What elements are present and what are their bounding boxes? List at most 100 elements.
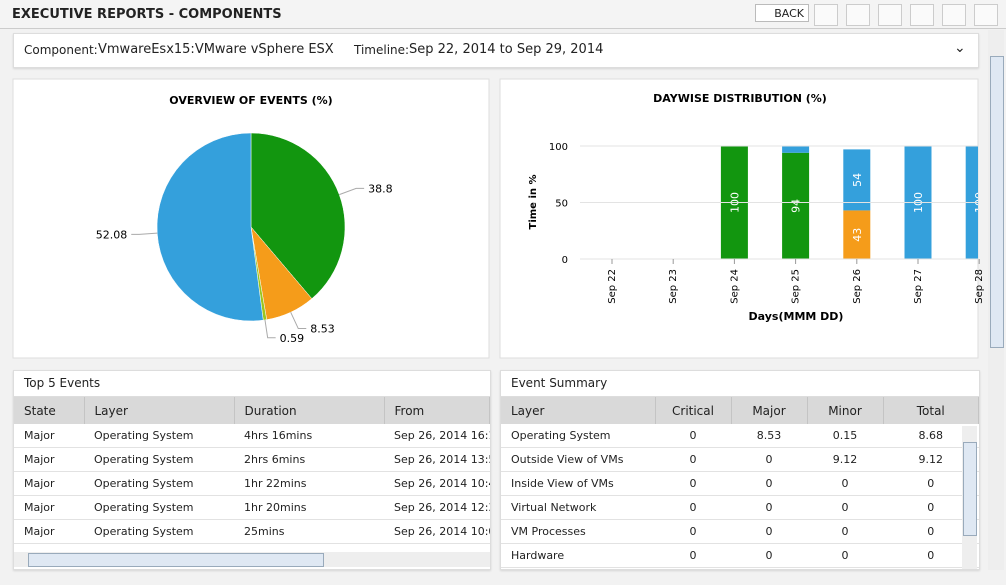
back-button[interactable]: BACK [755, 4, 809, 22]
x-tick-label: Sep 27 [913, 269, 924, 304]
table-row: Operating System 0 8.53 0.15 8.68 [501, 424, 979, 448]
x-tick-label: Sep 23 [668, 269, 679, 304]
pie-label: 0.59 [280, 332, 305, 345]
panel-title: Top 5 Events [14, 371, 490, 397]
pie-label: 52.08 [96, 228, 128, 241]
y-tick-label: 0 [562, 255, 568, 266]
table-cell: Sep 26, 2014 10:4 [384, 471, 490, 496]
leader-line [264, 319, 276, 339]
timeline-label: Timeline: [354, 43, 410, 57]
favorite-icon[interactable] [942, 4, 966, 26]
table-cell: 0 [655, 471, 731, 496]
table-row: Outside View of VMs 0 0 9.12 9.12 [501, 447, 979, 472]
bar-title: DAYWISE DISTRIBUTION (%) [653, 92, 827, 105]
table-cell: Hardware [501, 543, 655, 568]
bar-segment [843, 149, 871, 211]
table-cell: Outside View of VMs [501, 447, 655, 472]
table-cell: 0 [807, 519, 883, 544]
table-cell: Sep 26, 2014 12:3 [384, 495, 490, 520]
table-cell: Operating System [84, 471, 234, 496]
x-tick-label: Sep 28 [974, 269, 985, 304]
table-cell: 8.53 [731, 424, 807, 448]
header-row: Layer Critical Major Minor Total [501, 397, 979, 424]
column-header: Minor [807, 397, 884, 424]
table-cell: 0 [655, 447, 731, 472]
table-cell: 8.68 [883, 424, 979, 448]
table-cell: Operating System [501, 424, 655, 448]
column-header: Layer [501, 397, 656, 424]
header-row: State Layer Duration From [14, 397, 490, 424]
table-cell: 0 [655, 519, 731, 544]
table-cell: 9.12 [807, 447, 883, 472]
table-cell: 0.15 [807, 424, 883, 448]
pie-label: 38.8 [368, 182, 393, 195]
table-cell: 0 [655, 424, 731, 448]
event-summary-panel: Event Summary Layer Critical Major Minor Tot… [500, 370, 980, 570]
pie-title: OVERVIEW OF EVENTS (%) [169, 94, 332, 107]
table-cell: 0 [807, 543, 883, 568]
v-scrollbar[interactable] [962, 426, 977, 569]
table-row: VM Processes 0 0 0 0 [501, 519, 979, 544]
table-cell: 0 [731, 471, 807, 496]
table-cell: Major [14, 471, 84, 496]
bar-segment [843, 210, 871, 259]
table-row: Virtual Network 0 0 0 0 [501, 495, 979, 520]
pdf-icon[interactable] [910, 4, 934, 26]
table-cell: 2hrs 6mins [234, 447, 384, 472]
table-cell: Major [14, 519, 84, 544]
table-cell: Major [14, 447, 84, 472]
event-summary-table: Layer Critical Major Minor Total Operating Sy… [501, 397, 979, 568]
scrollbar[interactable] [988, 30, 1004, 570]
table-cell: 1hr 22mins [234, 471, 384, 496]
column-header: Critical [655, 397, 732, 424]
top-events-table: State Layer Duration From Major Operating Sys… [14, 397, 490, 544]
mail-icon[interactable] [878, 4, 902, 26]
print-icon[interactable] [846, 4, 870, 26]
top-bar: EXECUTIVE REPORTS - COMPONENTS BACK [0, 0, 1006, 29]
table-row: Major Operating System 2hrs 6mins Sep 26, 2… [14, 447, 490, 472]
table-cell: Major [14, 424, 84, 448]
table-cell: Operating System [84, 495, 234, 520]
y-tick-label: 50 [555, 199, 568, 210]
column-header: State [14, 397, 85, 424]
bar-value-label: 54 [851, 173, 864, 187]
alarm-icon[interactable] [974, 4, 998, 26]
column-header: From [384, 397, 490, 424]
x-tick-label: Sep 25 [791, 269, 802, 304]
table-cell: VM Processes [501, 519, 655, 544]
y-tick-label: 100 [549, 142, 568, 153]
leader-line [339, 187, 365, 196]
table-cell: 25mins [234, 519, 384, 544]
filter-bar: Component: VmwareEsx15:VMware vSphere ES… [13, 33, 979, 68]
top-events-panel: Top 5 Events State Layer Duration From Major… [13, 370, 491, 570]
table-cell: 0 [731, 519, 807, 544]
x-tick-label: Sep 24 [729, 269, 740, 304]
table-row: Major Operating System 4hrs 16mins Sep 26, … [14, 424, 490, 448]
h-scrollbar[interactable] [14, 552, 490, 567]
table-cell: 0 [655, 495, 731, 520]
table-cell: 0 [807, 471, 883, 496]
bar-segment [782, 152, 810, 259]
x-axis-title: Days(MMM DD) [749, 310, 844, 323]
component-value: VmwareEsx15:VMware vSphere ESX [98, 42, 334, 57]
table-cell: 0 [655, 543, 731, 568]
table-cell: 0 [731, 495, 807, 520]
table-cell: Operating System [84, 519, 234, 544]
table-cell: Virtual Network [501, 495, 655, 520]
table-cell: Sep 26, 2014 16:1 [384, 424, 490, 448]
page-title: EXECUTIVE REPORTS - COMPONENTS [12, 7, 282, 22]
column-header: Duration [234, 397, 385, 424]
table-cell: Sep 26, 2014 10:0 [384, 519, 490, 544]
table-cell: 0 [731, 543, 807, 568]
column-header: Layer [84, 397, 235, 424]
expand-toggle[interactable]: ⌄ [954, 40, 966, 56]
table-row: Major Operating System 25mins Sep 26, 2014 … [14, 519, 490, 544]
table-cell: Operating System [84, 424, 234, 448]
pie-slice [156, 132, 264, 322]
x-tick-label: Sep 26 [852, 269, 863, 304]
save-icon[interactable] [814, 4, 838, 26]
y-axis-title: Time in % [528, 175, 539, 230]
bar-segment [782, 146, 810, 153]
table-cell: 0 [807, 495, 883, 520]
component-label: Component: [24, 43, 98, 57]
